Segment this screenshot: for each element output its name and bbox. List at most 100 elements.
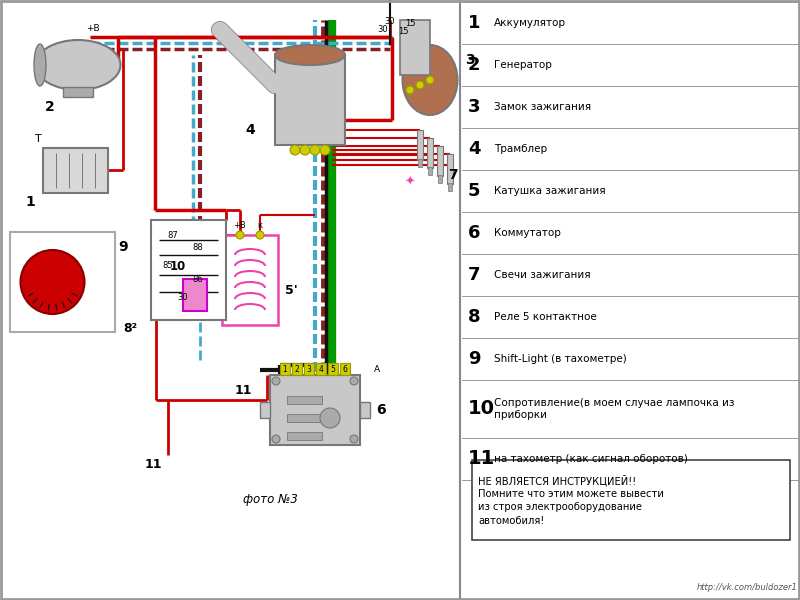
Text: 30: 30 <box>178 293 188 302</box>
Text: 11: 11 <box>468 449 495 469</box>
Text: НЕ ЯВЛЯЕТСЯ ИНСТРУКЦИЕЙ!!
Помните что этим можете вывести
из строя электрооборуд: НЕ ЯВЛЯЕТСЯ ИНСТРУКЦИЕЙ!! Помните что эт… <box>478 475 664 526</box>
Text: 11: 11 <box>144 458 162 472</box>
Text: 30: 30 <box>385 17 395 26</box>
Text: 4: 4 <box>468 140 481 158</box>
Text: 11: 11 <box>235 383 253 397</box>
Text: ✦: ✦ <box>405 175 415 188</box>
Circle shape <box>21 250 85 314</box>
Bar <box>260 402 270 418</box>
Text: к: к <box>258 221 262 230</box>
Text: 4: 4 <box>318 364 323 373</box>
Text: 15: 15 <box>398 26 408 35</box>
Bar <box>438 175 442 183</box>
Text: 5': 5' <box>285 283 298 296</box>
Ellipse shape <box>402 45 458 115</box>
Text: 6: 6 <box>468 224 481 242</box>
Circle shape <box>272 435 280 443</box>
Bar <box>447 154 453 184</box>
Bar <box>328 363 338 375</box>
Text: Трамблер: Трамблер <box>494 144 547 154</box>
Text: 8²: 8² <box>123 322 138 335</box>
Text: +В: +В <box>234 221 246 230</box>
Circle shape <box>426 76 434 84</box>
Text: 10: 10 <box>170 260 186 273</box>
Text: +В: +В <box>86 24 100 33</box>
Text: Аккумулятор: Аккумулятор <box>494 18 566 28</box>
Text: фото №3: фото №3 <box>242 493 298 506</box>
Bar <box>10 232 115 332</box>
Text: 3: 3 <box>468 98 481 116</box>
Text: 1: 1 <box>468 14 481 32</box>
Text: 6: 6 <box>342 364 347 373</box>
Bar <box>418 159 422 167</box>
Circle shape <box>320 145 330 155</box>
Bar <box>292 363 302 375</box>
Text: 4: 4 <box>245 123 255 137</box>
Bar <box>222 235 278 325</box>
Bar <box>437 146 443 176</box>
Bar <box>150 220 226 320</box>
Circle shape <box>290 145 300 155</box>
Text: 2: 2 <box>45 100 55 114</box>
Bar <box>360 402 370 418</box>
Text: 30: 30 <box>378 25 388 34</box>
Bar <box>280 363 290 375</box>
Circle shape <box>256 231 264 239</box>
Text: 85: 85 <box>162 260 174 269</box>
Bar <box>304 363 314 375</box>
Text: http://vk.com/buldozer1: http://vk.com/buldozer1 <box>697 583 798 592</box>
Text: Катушка зажигания: Катушка зажигания <box>494 186 606 196</box>
Text: 9: 9 <box>468 350 481 368</box>
Text: 2: 2 <box>294 364 299 373</box>
Text: на тахометр (как сигнал оборотов): на тахометр (как сигнал оборотов) <box>494 454 688 464</box>
Text: 2: 2 <box>468 56 481 74</box>
Text: A: A <box>374 364 380 373</box>
Bar <box>42 148 107 193</box>
Bar <box>287 396 322 404</box>
Bar <box>428 167 432 175</box>
Text: Shift-Light (в тахометре): Shift-Light (в тахометре) <box>494 354 626 364</box>
Text: 3: 3 <box>465 53 474 67</box>
Text: 3: 3 <box>306 364 311 373</box>
Ellipse shape <box>34 44 46 86</box>
Text: 5: 5 <box>468 182 481 200</box>
Text: 7: 7 <box>468 266 481 284</box>
Circle shape <box>236 231 244 239</box>
Circle shape <box>406 86 414 94</box>
Text: Генератор: Генератор <box>494 60 552 70</box>
Text: Свечи зажигания: Свечи зажигания <box>494 270 590 280</box>
Text: Замок зажигания: Замок зажигания <box>494 102 591 112</box>
Text: Реле 5 контактное: Реле 5 контактное <box>494 312 597 322</box>
Text: 10: 10 <box>468 400 495 419</box>
Text: 8: 8 <box>468 308 481 326</box>
Text: 86: 86 <box>193 275 203 284</box>
Bar <box>400 20 430 75</box>
Text: Сопротивление(в моем случае лампочка из
приборки: Сопротивление(в моем случае лампочка из … <box>494 398 734 420</box>
Circle shape <box>310 145 320 155</box>
Circle shape <box>300 145 310 155</box>
Text: 5: 5 <box>330 364 335 373</box>
Text: 88: 88 <box>193 244 203 253</box>
Text: 9: 9 <box>118 240 128 254</box>
Text: 1: 1 <box>26 196 35 209</box>
Bar <box>340 363 350 375</box>
Text: 6: 6 <box>376 403 386 417</box>
Bar <box>448 183 452 191</box>
Bar <box>183 279 207 311</box>
Text: T: T <box>35 134 42 145</box>
Text: 15: 15 <box>405 19 415 28</box>
Circle shape <box>416 81 424 89</box>
Circle shape <box>320 408 340 428</box>
Circle shape <box>350 377 358 385</box>
Bar <box>275 55 345 145</box>
Text: 87: 87 <box>168 230 178 239</box>
Text: Коммутатор: Коммутатор <box>494 228 561 238</box>
Bar <box>472 460 790 540</box>
Circle shape <box>272 377 280 385</box>
Text: 7: 7 <box>448 168 458 182</box>
Text: 1: 1 <box>282 364 287 373</box>
Bar <box>287 432 322 440</box>
Bar <box>427 138 433 168</box>
Ellipse shape <box>275 45 345 65</box>
Bar <box>287 414 322 422</box>
